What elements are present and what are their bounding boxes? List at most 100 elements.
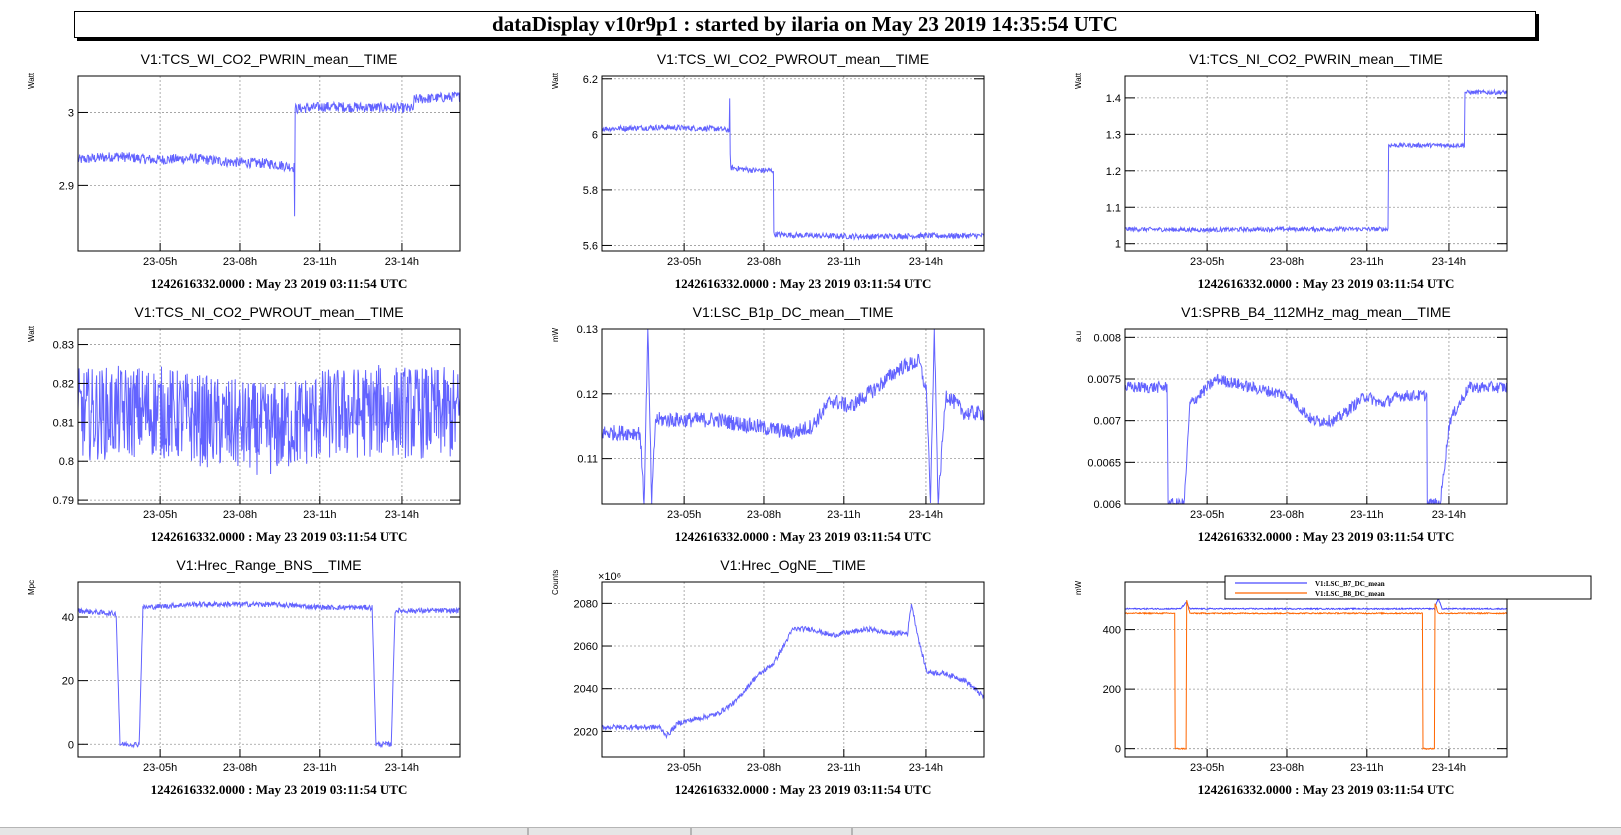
plot-frame bbox=[1124, 75, 1508, 252]
display-title: dataDisplay v10r9p1 : started by ilaria … bbox=[74, 11, 1536, 38]
bottom-tab-bar bbox=[0, 827, 1621, 835]
x-tick-label: 23-05h bbox=[667, 256, 701, 268]
plot-frame bbox=[77, 581, 461, 758]
y-tick-label: 2040 bbox=[574, 684, 598, 696]
y-tick-label: 5.8 bbox=[583, 185, 598, 197]
x-tick-label: 23-08h bbox=[747, 256, 781, 268]
y-tick-label: 0.11 bbox=[577, 454, 598, 466]
series-line bbox=[77, 600, 461, 749]
x-tick-label: 23-05h bbox=[143, 256, 177, 268]
chart-title: V1:LSC_B1p_DC_mean__TIME bbox=[693, 304, 894, 320]
y-tick-label: 0.0075 bbox=[1087, 374, 1121, 386]
y-tick-label: 0.83 bbox=[53, 340, 74, 352]
plot-frame bbox=[601, 75, 985, 252]
time-label: 1242616332.0000 : May 23 2019 03:11:54 U… bbox=[1198, 276, 1455, 291]
y-tick-label: 1 bbox=[1115, 239, 1121, 251]
y-tick-label: 2020 bbox=[574, 726, 598, 738]
y-axis-label: Watt bbox=[27, 72, 36, 89]
y-axis-label: Watt bbox=[27, 325, 36, 342]
y-tick-label: 2.9 bbox=[59, 180, 74, 192]
x-tick-label: 23-05h bbox=[1190, 256, 1224, 268]
x-tick-label: 23-14h bbox=[385, 509, 419, 521]
chart-title: V1:TCS_WI_CO2_PWROUT_mean__TIME bbox=[657, 51, 929, 67]
legend-entry: V1:LSC_B7_DC_mean bbox=[1315, 580, 1385, 588]
grid-lines bbox=[78, 329, 460, 504]
chart-title: V1:Hrec_OgNE__TIME bbox=[720, 557, 866, 573]
x-tick-label: 23-05h bbox=[143, 762, 177, 774]
series-line bbox=[601, 603, 985, 740]
chart-title: V1:SPRB_B4_112MHz_mag_mean__TIME bbox=[1181, 304, 1451, 320]
y-tick-label: 0.0065 bbox=[1087, 457, 1121, 469]
series-line bbox=[1124, 88, 1508, 234]
x-tick-label: 23-14h bbox=[1432, 509, 1466, 521]
x-tick-label: 23-11h bbox=[1350, 509, 1383, 521]
y-axis-multiplier: ×10⁶ bbox=[598, 571, 621, 583]
y-tick-label: 0.82 bbox=[53, 378, 74, 390]
y-tick-label: 0.006 bbox=[1093, 499, 1121, 511]
chart-title: V1:TCS_WI_CO2_PWRIN_mean__TIME bbox=[141, 51, 398, 67]
x-tick-label: 23-11h bbox=[303, 762, 336, 774]
x-tick-label: 23-14h bbox=[909, 256, 943, 268]
y-tick-label: 5.6 bbox=[583, 240, 598, 252]
plot-frame bbox=[601, 328, 985, 505]
time-label: 1242616332.0000 : May 23 2019 03:11:54 U… bbox=[675, 276, 932, 291]
y-tick-label: 6.2 bbox=[583, 74, 598, 86]
legend-box bbox=[1224, 575, 1592, 600]
y-axis-label: Watt bbox=[1074, 72, 1083, 89]
tab-separator bbox=[527, 828, 529, 835]
time-label: 1242616332.0000 : May 23 2019 03:11:54 U… bbox=[675, 529, 932, 544]
y-tick-label: 20 bbox=[62, 676, 74, 688]
y-tick-label: 0 bbox=[1115, 744, 1121, 756]
plot-frame bbox=[77, 328, 461, 505]
y-tick-label: 0.8 bbox=[59, 456, 74, 468]
series-line bbox=[77, 91, 461, 217]
plot-frame bbox=[77, 75, 461, 252]
y-tick-label: 2060 bbox=[574, 641, 598, 653]
y-tick-label: 1.3 bbox=[1106, 129, 1121, 141]
series-line bbox=[1124, 596, 1508, 611]
y-axis-label: a.u bbox=[1074, 331, 1083, 342]
y-tick-label: 0.007 bbox=[1093, 416, 1121, 428]
x-tick-label: 23-11h bbox=[303, 256, 336, 268]
time-label: 1242616332.0000 : May 23 2019 03:11:54 U… bbox=[1198, 529, 1455, 544]
x-tick-label: 23-05h bbox=[667, 762, 701, 774]
series-line bbox=[601, 328, 985, 505]
tab-separator bbox=[851, 828, 853, 835]
time-label: 1242616332.0000 : May 23 2019 03:11:54 U… bbox=[1198, 782, 1455, 797]
grid-lines bbox=[602, 582, 984, 757]
y-axis-label: mW bbox=[1074, 580, 1083, 595]
x-tick-label: 23-14h bbox=[1432, 762, 1466, 774]
series-line bbox=[77, 364, 461, 475]
grid-lines bbox=[1125, 76, 1507, 251]
x-tick-label: 23-08h bbox=[223, 762, 257, 774]
x-tick-label: 23-05h bbox=[1190, 509, 1224, 521]
grid-lines bbox=[602, 328, 984, 504]
x-tick-label: 23-14h bbox=[909, 762, 943, 774]
y-tick-label: 0.008 bbox=[1093, 332, 1121, 344]
time-label: 1242616332.0000 : May 23 2019 03:11:54 U… bbox=[151, 529, 408, 544]
x-tick-label: 23-11h bbox=[1350, 256, 1383, 268]
y-tick-label: 6 bbox=[592, 129, 598, 141]
x-tick-label: 23-08h bbox=[1270, 256, 1304, 268]
grid-lines bbox=[602, 76, 984, 251]
plot-frame bbox=[601, 581, 985, 758]
series-line bbox=[601, 98, 985, 241]
x-tick-label: 23-08h bbox=[223, 509, 257, 521]
y-tick-label: 0.13 bbox=[577, 324, 598, 336]
y-tick-label: 0.81 bbox=[53, 417, 74, 429]
y-tick-label: 1.1 bbox=[1106, 202, 1121, 214]
y-tick-label: 200 bbox=[1103, 684, 1121, 696]
x-tick-label: 23-08h bbox=[223, 256, 257, 268]
x-tick-label: 23-14h bbox=[1432, 256, 1466, 268]
x-tick-label: 23-11h bbox=[1350, 762, 1383, 774]
grid-lines bbox=[1125, 582, 1507, 757]
x-tick-label: 23-11h bbox=[303, 509, 336, 521]
x-tick-label: 23-14h bbox=[385, 762, 419, 774]
y-axis-label: Watt bbox=[551, 72, 560, 89]
y-tick-label: 1.2 bbox=[1106, 166, 1121, 178]
x-tick-label: 23-08h bbox=[747, 762, 781, 774]
chart-title: V1:TCS_NI_CO2_PWRIN_mean__TIME bbox=[1189, 51, 1443, 67]
x-tick-label: 23-05h bbox=[143, 509, 177, 521]
y-tick-label: 1.4 bbox=[1106, 93, 1121, 105]
